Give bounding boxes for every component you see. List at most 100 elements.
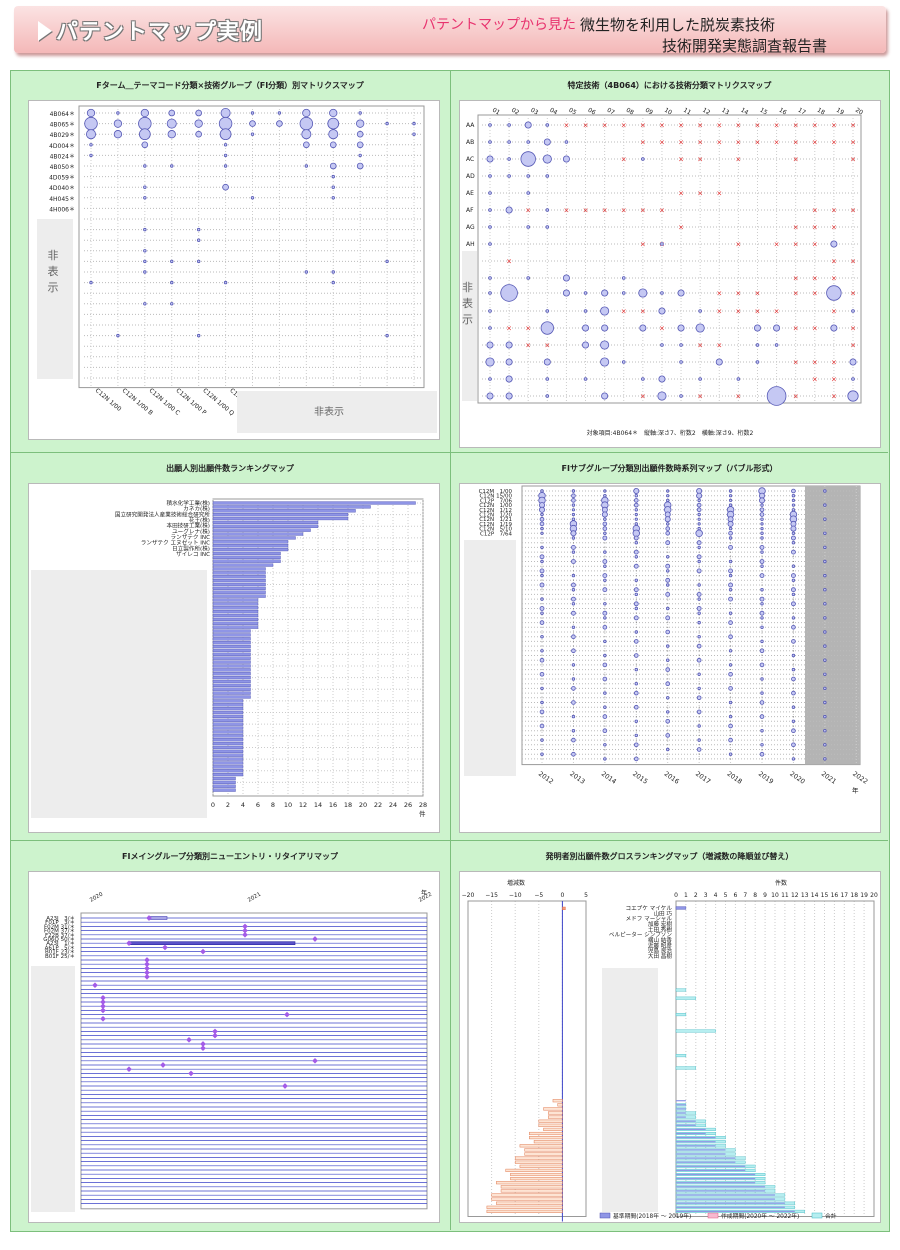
zero-dot <box>761 706 763 708</box>
timeseries-bubble <box>539 506 546 513</box>
zero-dot <box>541 683 543 685</box>
zero-dot <box>635 711 637 713</box>
inventor-label: コエプケ マイケル <box>625 905 672 912</box>
matrix-bubble <box>526 191 531 195</box>
base-period-bar <box>676 1165 746 1167</box>
zero-mark: × <box>678 190 684 198</box>
timeseries-bubble <box>759 596 765 602</box>
timeseries-bubble <box>791 573 796 578</box>
zero-dot <box>572 706 574 708</box>
timeseries-bubble <box>539 554 545 560</box>
timeseries-bubble <box>760 602 764 606</box>
zero-dot <box>792 598 794 600</box>
zero-dot <box>792 683 794 685</box>
zero-dot <box>604 702 606 703</box>
timeseries-bubble <box>571 634 576 640</box>
matrix-bubble <box>543 358 551 366</box>
zero-dot <box>792 650 794 652</box>
matrix-bubble <box>299 116 314 131</box>
timeseries-bubble <box>634 733 638 738</box>
base-period-bar <box>676 1202 785 1204</box>
timeseries-bubble <box>823 672 827 676</box>
entry-marker <box>146 915 152 921</box>
timeseries-bubble <box>571 587 576 592</box>
zero-mark: × <box>640 207 646 215</box>
zero-dot <box>604 659 606 661</box>
zero-mark: × <box>793 290 799 298</box>
plot-frame <box>477 114 862 404</box>
timeseries-bubble <box>791 549 796 555</box>
zero-dot <box>698 631 700 633</box>
applicant-bar <box>212 749 244 753</box>
zero-mark: × <box>716 139 722 147</box>
zero-dot <box>635 725 637 727</box>
timeseries-bubble <box>728 587 733 592</box>
zero-mark: × <box>659 207 665 215</box>
zero-mark: × <box>793 122 799 130</box>
zero-dot <box>792 664 794 666</box>
right-tick-label: 8 <box>753 892 757 899</box>
matrix-bubble <box>507 123 511 127</box>
base-period-bar <box>675 906 687 910</box>
timeseries-bubble <box>540 526 544 531</box>
timeseries-bubble <box>665 667 671 672</box>
timeseries-bubble <box>727 520 734 527</box>
matrix-bubble <box>143 259 147 264</box>
timeseries-bubble <box>665 592 671 597</box>
timeseries-bubble <box>571 596 576 602</box>
row-label: A61P 5/＊ <box>45 944 75 951</box>
timeseries-bubble <box>633 601 639 607</box>
applicant-bar <box>212 501 416 505</box>
zero-dot <box>572 749 574 750</box>
timeseries-bubble <box>823 616 827 620</box>
zero-dot <box>604 749 606 750</box>
matrix-bubble <box>89 153 93 158</box>
delta-bar <box>505 1168 563 1172</box>
timeseries-bubble <box>602 610 608 616</box>
base-period-bar <box>676 1182 756 1184</box>
matrix-bubble <box>485 357 495 367</box>
zero-dot <box>698 603 700 605</box>
delta-bar <box>500 1189 563 1193</box>
timeseries-bubble <box>539 723 545 729</box>
zero-dot <box>572 692 574 694</box>
right-tick-label: 14 <box>811 892 819 899</box>
matrix-bubble <box>679 360 683 364</box>
applicant-bar <box>212 563 274 567</box>
matrix-bubble <box>542 154 552 164</box>
zero-dot <box>792 584 794 586</box>
total-bar <box>675 1066 696 1070</box>
timeseries-bubble <box>571 751 576 757</box>
timeseries-bubble <box>728 663 733 667</box>
zero-dot <box>541 669 543 671</box>
timeseries-bubble <box>728 611 733 615</box>
zero-dot <box>667 664 669 666</box>
timeseries-bubble <box>697 526 701 531</box>
hidden-cols-block <box>237 391 437 433</box>
timeseries-bubble <box>760 677 764 681</box>
timeseries-bubble <box>791 508 796 512</box>
zero-dot <box>667 551 669 553</box>
zero-mark: × <box>621 122 627 130</box>
zero-dot <box>541 537 543 539</box>
matrix-bubble <box>679 343 683 347</box>
x-tick-label: 0 <box>211 801 215 809</box>
entry-marker <box>200 948 206 955</box>
zero-dot <box>730 711 732 713</box>
inventor-label: ベルピーター シンプソン <box>609 931 673 939</box>
timeseries-bubble <box>634 681 638 686</box>
zero-dot <box>667 546 669 548</box>
zero-dot <box>761 749 763 750</box>
timeseries-bubble <box>697 634 701 639</box>
matrix-bubble <box>488 191 492 195</box>
entry-marker <box>144 957 150 963</box>
timeseries-bubble <box>728 723 733 729</box>
matrix-bubble <box>582 324 590 332</box>
col-label: 02 <box>510 107 520 117</box>
timeseries-bubble <box>540 597 544 601</box>
col-label: 06 <box>587 107 597 117</box>
matrix-bubble <box>143 302 147 306</box>
zero-mark: × <box>793 224 799 232</box>
zero-dot <box>635 622 637 624</box>
matrix-bubble <box>677 289 685 297</box>
